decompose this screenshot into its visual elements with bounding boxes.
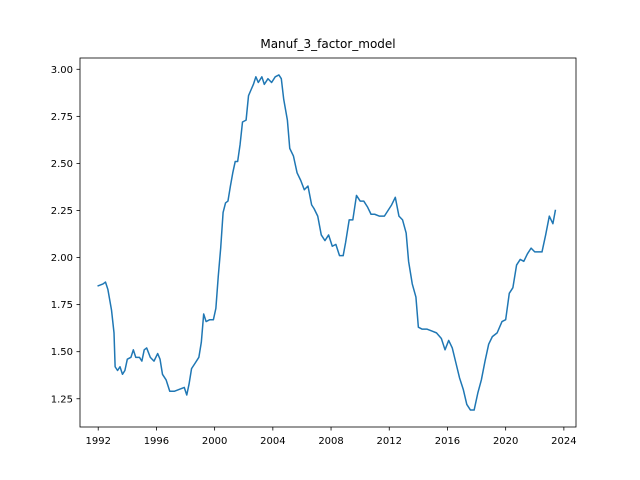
y-tick-label: 2.75 (51, 112, 73, 123)
chart-title: Manuf_3_factor_model (260, 37, 395, 51)
y-tick-label: 2.00 (51, 253, 73, 264)
y-tick-label: 2.25 (51, 206, 73, 217)
x-tick-label: 2008 (318, 436, 343, 447)
y-tick-label: 1.75 (51, 300, 73, 311)
y-tick-label: 1.50 (51, 347, 73, 358)
x-tick-label: 2012 (377, 436, 402, 447)
x-tick-label: 1996 (144, 436, 169, 447)
x-axis: 1992 1996 2000 2004 2008 2012 2016 2020 2024 (85, 427, 577, 447)
y-tick-label: 1.25 (51, 394, 73, 405)
x-tick-label: 1992 (85, 436, 110, 447)
axes-frame (79, 57, 577, 428)
x-tick-label: 2024 (551, 436, 576, 447)
series-line-1 (97, 74, 557, 411)
y-axis: 1.25 1.50 1.75 2.00 2.25 2.50 2.75 3.00 (51, 65, 80, 405)
plot-area (79, 57, 577, 428)
x-tick-label: 2004 (260, 436, 285, 447)
x-tick-label: 2020 (493, 436, 518, 447)
y-tick-label: 2.50 (51, 159, 73, 170)
x-tick-label: 2016 (435, 436, 460, 447)
y-tick-label: 3.00 (51, 65, 73, 76)
x-tick-label: 2000 (202, 436, 227, 447)
